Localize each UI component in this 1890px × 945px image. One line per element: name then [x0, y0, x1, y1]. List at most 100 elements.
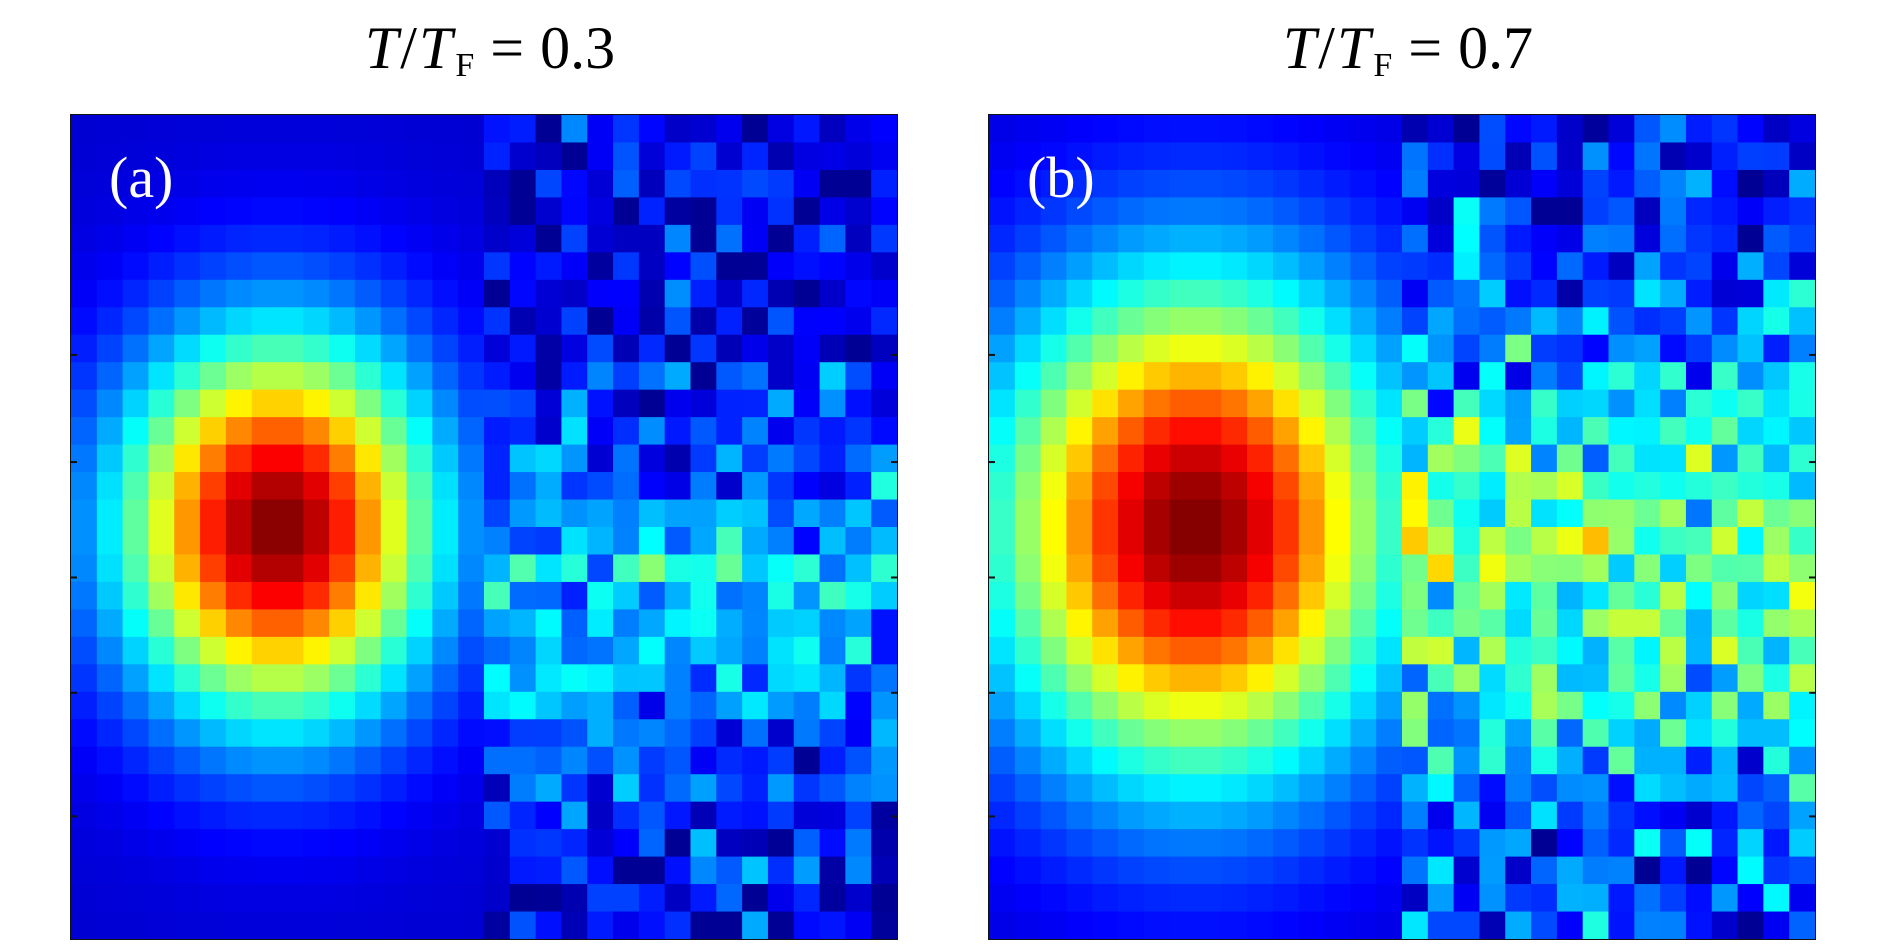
- heatmap-cell-data: [690, 774, 717, 803]
- heatmap-cell-model: [432, 884, 459, 913]
- heatmap-cell-data: [1505, 307, 1532, 336]
- heatmap-cell-data: [1660, 499, 1687, 528]
- heatmap-cell-model: [329, 609, 356, 638]
- heatmap-cell-model: [1066, 581, 1093, 610]
- heatmap-cell-data: [561, 554, 588, 583]
- heatmap-cell-model: [122, 664, 150, 693]
- heatmap-cell-model: [1350, 911, 1377, 939]
- heatmap-cell-data: [819, 142, 846, 171]
- heatmap-cell-data: [664, 499, 692, 528]
- heatmap-cell-model: [1092, 197, 1119, 226]
- heatmap-cell-model: [1221, 389, 1248, 418]
- heatmap-cell-model: [458, 362, 485, 391]
- heatmap-cell-data: [1556, 142, 1584, 171]
- heatmap-cell-model: [1014, 664, 1042, 693]
- heatmap-cell-data: [587, 389, 614, 418]
- title-b-tf: T: [1336, 15, 1371, 81]
- heatmap-cell-model: [1350, 664, 1377, 693]
- heatmap-cell-data: [1608, 911, 1635, 939]
- heatmap-cell-model: [1143, 884, 1171, 913]
- heatmap-cell-model: [71, 389, 98, 418]
- heatmap-cell-data: [871, 279, 897, 308]
- heatmap-cell-data: [484, 829, 511, 858]
- heatmap-cell-model: [1272, 609, 1300, 638]
- heatmap-cell-data: [793, 499, 821, 528]
- heatmap-cell-data: [1582, 444, 1610, 473]
- heatmap-cell-model: [1092, 801, 1119, 830]
- heatmap-cell-model: [1195, 527, 1222, 556]
- heatmap-cell-model: [122, 417, 150, 446]
- heatmap-cell-model: [251, 691, 279, 720]
- heatmap-cell-model: [200, 691, 227, 720]
- heatmap-cell-data: [845, 636, 872, 665]
- heatmap-cell-model: [1298, 472, 1326, 501]
- heatmap-cell-data: [690, 527, 717, 556]
- heatmap-cell-model: [329, 169, 356, 198]
- heatmap-cell-data: [716, 911, 743, 939]
- heatmap-cell-model: [458, 719, 485, 748]
- heatmap-cell-data: [1763, 307, 1790, 336]
- heatmap-cell-data: [793, 774, 821, 803]
- heatmap-cell-data: [1763, 774, 1790, 803]
- heatmap-cell-model: [406, 774, 433, 803]
- heatmap-cell-model: [1376, 911, 1403, 939]
- heatmap-cell-model: [225, 224, 253, 253]
- heatmap-cell-model: [432, 801, 459, 830]
- heatmap-cell-data: [1789, 636, 1815, 665]
- heatmap-cell-model: [1298, 884, 1326, 913]
- heatmap-cell-model: [458, 691, 485, 720]
- heatmap-cell-data: [664, 472, 692, 501]
- heatmap-cell-data: [742, 169, 769, 198]
- heatmap-cell-data: [1582, 499, 1610, 528]
- heatmap-cell-model: [329, 801, 356, 830]
- heatmap-cell-model: [329, 307, 356, 336]
- heatmap-cell-model: [225, 636, 253, 665]
- heatmap-cell-data: [690, 389, 717, 418]
- heatmap-cell-data: [819, 362, 846, 391]
- heatmap-cell-model: [1040, 417, 1068, 446]
- heatmap-cell-data: [1634, 856, 1661, 885]
- heatmap-cell-model: [1092, 417, 1119, 446]
- heatmap-cell-data: [742, 581, 769, 610]
- heatmap-cell-model: [1376, 307, 1403, 336]
- heatmap-cell-data: [1427, 197, 1455, 226]
- heatmap-cell-model: [1040, 719, 1068, 748]
- heatmap-cell-model: [225, 197, 253, 226]
- heatmap-cell-model: [122, 774, 150, 803]
- heatmap-cell-data: [1505, 609, 1532, 638]
- heatmap-cell-model: [406, 801, 433, 830]
- heatmap-panel-a: (a): [70, 114, 898, 940]
- heatmap-cell-model: [1195, 307, 1222, 336]
- heatmap-cell-model: [329, 554, 356, 583]
- heatmap-cell-data: [535, 362, 563, 391]
- heatmap-cell-model: [1195, 444, 1222, 473]
- heatmap-cell-model: [354, 197, 382, 226]
- heatmap-cell-data: [716, 142, 743, 171]
- heatmap-cell-model: [174, 636, 201, 665]
- heatmap-cell-model: [277, 691, 304, 720]
- heatmap-cell-model: [432, 774, 459, 803]
- heatmap-cell-data: [1479, 801, 1506, 830]
- heatmap-cell-model: [200, 664, 227, 693]
- heatmap-cell-model: [1169, 581, 1197, 610]
- heatmap-cell-model: [1298, 444, 1326, 473]
- heatmap-cell-model: [1221, 554, 1248, 583]
- heatmap-cell-data: [613, 911, 640, 939]
- heatmap-cell-model: [1195, 636, 1222, 665]
- heatmap-cell-data: [1685, 801, 1713, 830]
- heatmap-cell-model: [174, 307, 201, 336]
- heatmap-cell-data: [1556, 444, 1584, 473]
- heatmap-cell-model: [1195, 856, 1222, 885]
- heatmap-cell-model: [1118, 499, 1145, 528]
- heatmap-cell-model: [277, 829, 304, 858]
- heatmap-cell-model: [148, 609, 175, 638]
- heatmap-cell-model: [225, 417, 253, 446]
- heatmap-cell-data: [1479, 527, 1506, 556]
- heatmap-cell-data: [1789, 746, 1815, 775]
- heatmap-cell-model: [380, 884, 408, 913]
- heatmap-cell-model: [1272, 307, 1300, 336]
- heatmap-cell-data: [1556, 691, 1584, 720]
- heatmap-cell-model: [1143, 636, 1171, 665]
- heatmap-cell-model: [406, 169, 433, 198]
- heatmap-cell-model: [354, 719, 382, 748]
